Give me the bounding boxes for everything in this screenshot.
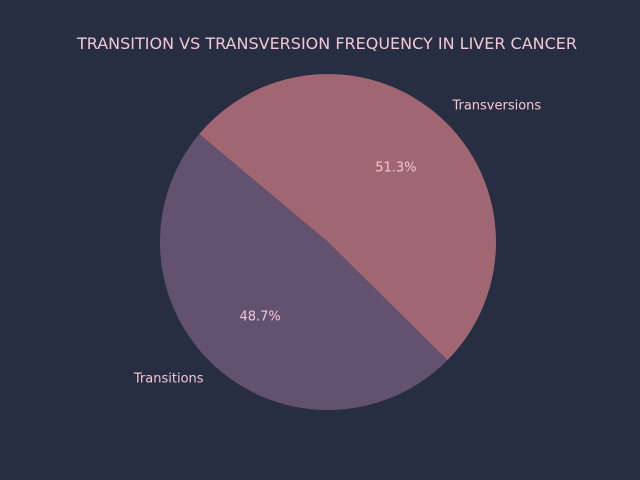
pie-category-label-transversions: Transversions xyxy=(451,98,541,113)
pie-percent-label-transitions: 48.7% xyxy=(239,310,280,325)
pie-slices xyxy=(159,74,496,411)
pie-percent-label-transversions: 51.3% xyxy=(375,160,416,175)
pie-slice-transversions xyxy=(199,74,496,361)
pie-slice-transitions xyxy=(159,134,448,411)
chart-title: TRANSITION VS TRANSVERSION FREQUENCY IN … xyxy=(76,34,577,53)
pie-labels: 48.7% Transitions 51.3% Transversions xyxy=(133,98,542,386)
pie-category-label-transitions: Transitions xyxy=(133,372,204,387)
